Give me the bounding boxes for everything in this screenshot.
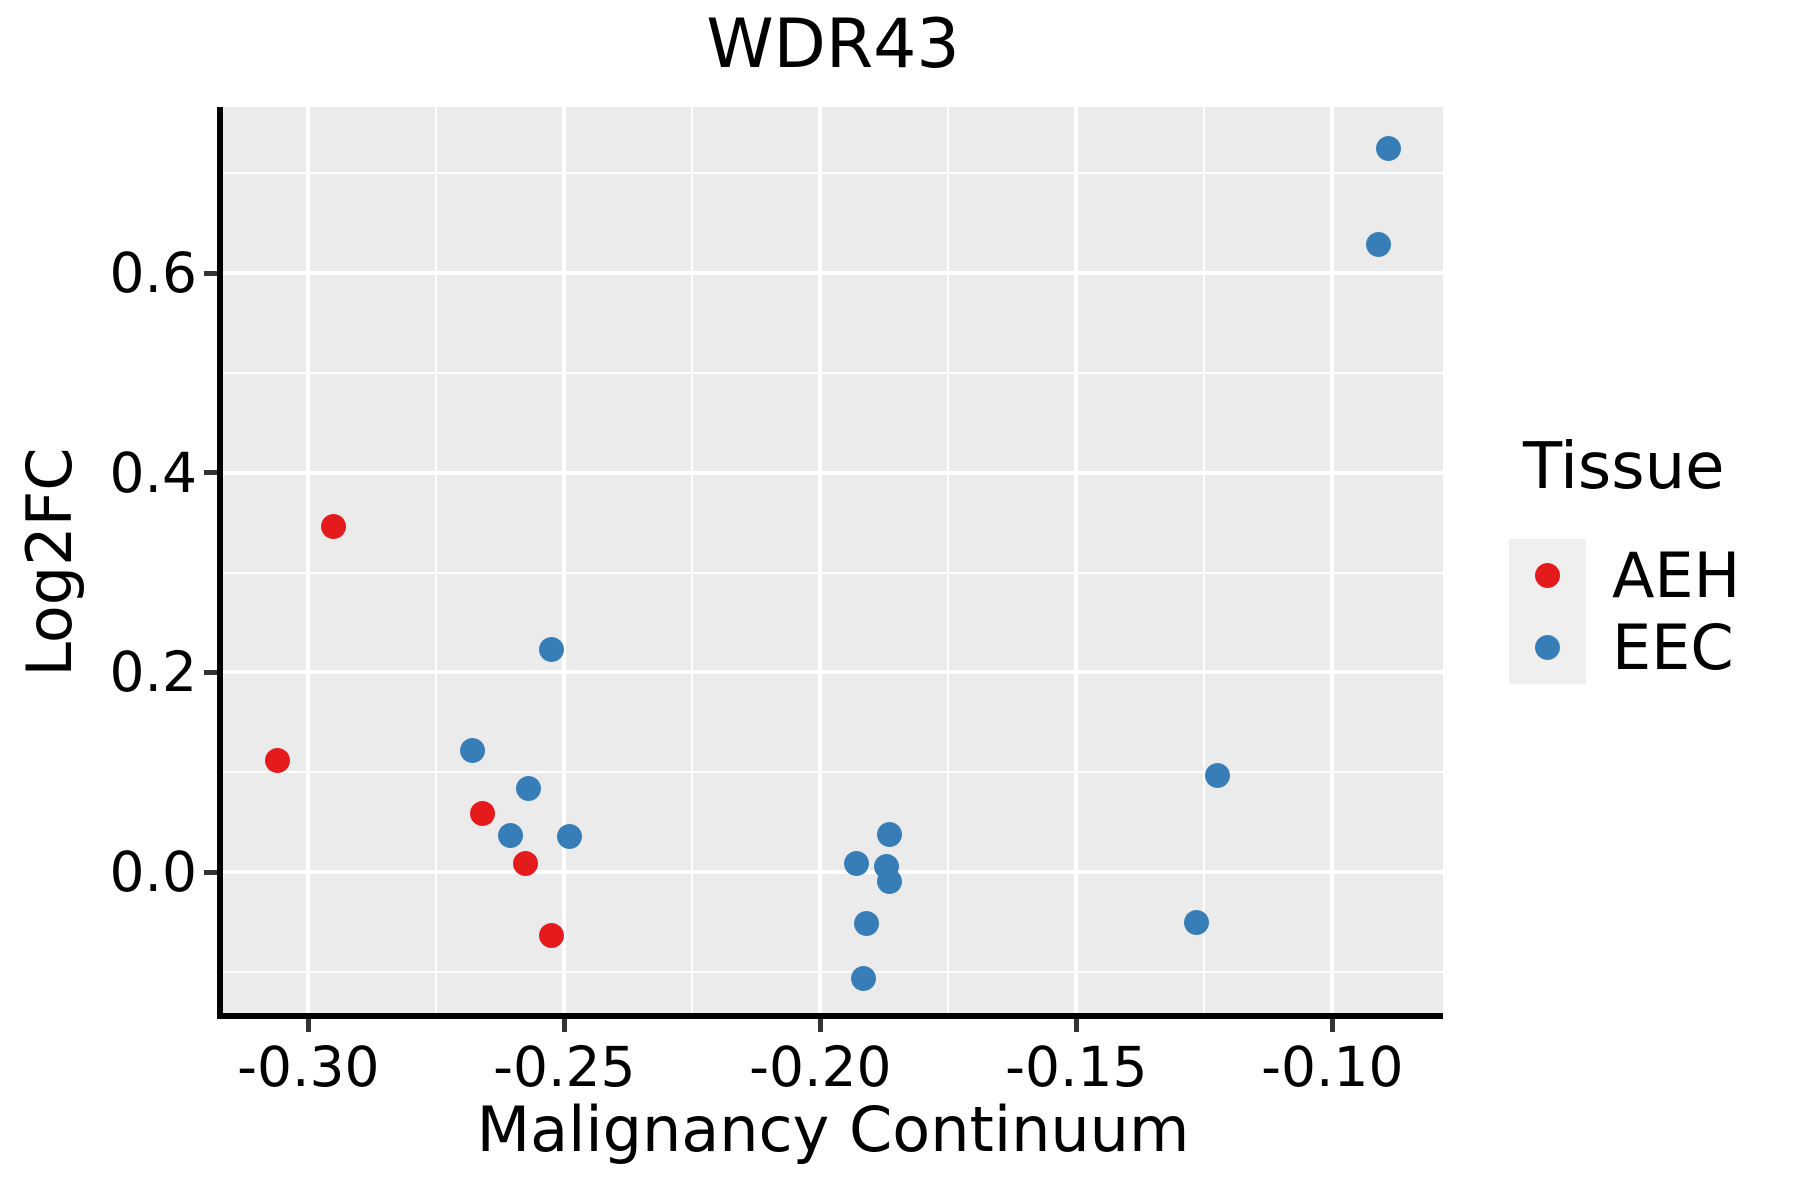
x-tick-mark xyxy=(817,1019,823,1032)
y-tick-label: 0.6 xyxy=(109,241,197,306)
x-minor-gridline xyxy=(435,107,438,1013)
data-point-eec xyxy=(539,636,564,662)
data-point-eec xyxy=(498,822,524,848)
y-tick-mark xyxy=(204,669,217,675)
data-point-eec xyxy=(1376,135,1402,161)
data-point-eec xyxy=(1184,910,1210,936)
x-major-gridline xyxy=(818,107,823,1013)
data-point-aeh xyxy=(265,747,291,773)
x-tick-mark xyxy=(1073,1019,1079,1032)
y-minor-gridline xyxy=(223,372,1443,374)
x-axis-line xyxy=(217,1013,1443,1019)
y-tick-mark xyxy=(204,869,217,875)
y-minor-gridline xyxy=(223,571,1443,574)
y-major-gridline xyxy=(223,870,1443,874)
y-major-gridline xyxy=(223,271,1443,276)
data-point-aeh xyxy=(539,923,564,949)
data-point-eec xyxy=(1204,763,1230,789)
x-major-gridline xyxy=(1074,107,1079,1013)
y-major-gridline xyxy=(223,470,1443,475)
legend-title: Tissue xyxy=(1523,430,1725,504)
y-tick-label: 0.0 xyxy=(109,840,197,904)
plot-panel xyxy=(223,107,1443,1013)
y-minor-gridline xyxy=(223,172,1443,175)
x-major-gridline xyxy=(306,107,311,1013)
x-major-gridline xyxy=(1330,107,1335,1013)
x-tick-label: -0.25 xyxy=(493,1035,636,1099)
y-axis-line xyxy=(217,107,223,1019)
y-tick-mark xyxy=(204,470,217,476)
x-tick-label: -0.15 xyxy=(1005,1035,1148,1099)
data-point-aeh xyxy=(321,514,347,540)
x-tick-mark xyxy=(305,1019,311,1032)
x-tick-label: -0.30 xyxy=(237,1035,380,1099)
legend-label-eec: EEC xyxy=(1612,611,1734,684)
x-tick-mark xyxy=(561,1019,567,1032)
y-axis-title: Log2FC xyxy=(13,447,86,677)
x-minor-gridline xyxy=(947,107,950,1013)
data-point-aeh xyxy=(513,850,539,876)
x-axis-title: Malignancy Continuum xyxy=(476,1093,1190,1166)
data-point-eec xyxy=(843,850,869,876)
legend-key-background xyxy=(1509,539,1586,684)
data-point-eec xyxy=(853,911,879,937)
data-point-eec xyxy=(876,821,902,847)
data-point-eec xyxy=(851,966,877,992)
data-point-aeh xyxy=(469,800,495,826)
x-tick-label: -0.20 xyxy=(749,1035,892,1099)
y-minor-gridline xyxy=(223,771,1443,774)
data-point-eec xyxy=(459,737,485,763)
y-tick-label: 0.2 xyxy=(109,640,197,705)
legend-dot-eec xyxy=(1535,635,1560,660)
data-point-eec xyxy=(876,869,902,895)
data-point-eec xyxy=(1365,231,1391,257)
x-major-gridline xyxy=(562,107,567,1013)
legend-label-aeh: AEH xyxy=(1612,539,1741,612)
y-tick-mark xyxy=(204,270,217,276)
legend: Tissue AEH EEC xyxy=(1490,420,1800,740)
data-point-eec xyxy=(515,775,541,801)
y-minor-gridline xyxy=(223,970,1443,973)
legend-dot-aeh xyxy=(1535,563,1560,588)
x-tick-mark xyxy=(1329,1019,1335,1032)
x-minor-gridline xyxy=(691,107,694,1013)
x-minor-gridline xyxy=(1203,107,1206,1013)
y-major-gridline xyxy=(223,670,1443,675)
y-tick-label: 0.4 xyxy=(109,440,197,505)
data-point-eec xyxy=(556,823,582,849)
chart-title: WDR43 xyxy=(706,5,960,84)
x-tick-label: -0.10 xyxy=(1261,1035,1404,1099)
